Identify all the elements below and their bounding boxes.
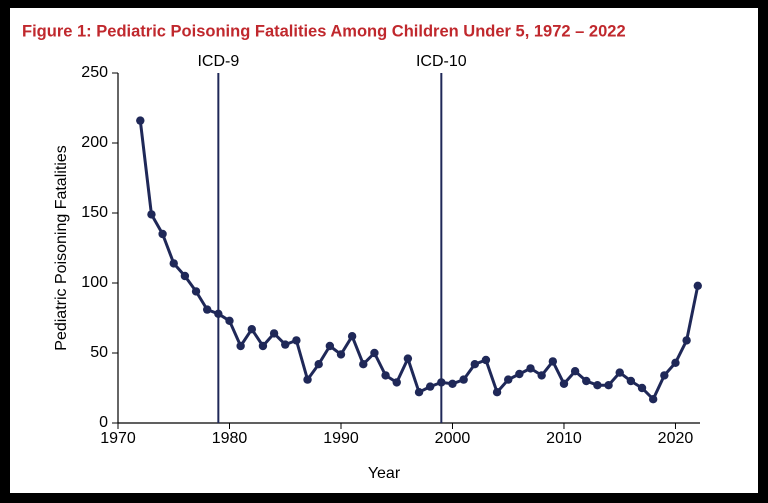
- data-point: [693, 281, 702, 290]
- data-point: [258, 341, 268, 351]
- data-point: [604, 381, 613, 390]
- data-point: [169, 259, 178, 268]
- chart-title: Figure 1: Pediatric Poisoning Fatalities…: [22, 22, 626, 40]
- data-point: [147, 210, 156, 219]
- data-point: [648, 395, 658, 404]
- data-point: [582, 376, 591, 386]
- data-point: [247, 325, 256, 334]
- data-point: [214, 309, 223, 318]
- data-point: [191, 287, 201, 296]
- data-point: [593, 381, 602, 390]
- y-tick-label: 50: [90, 344, 108, 361]
- x-tick-label: 1980: [212, 430, 248, 447]
- data-point: [336, 350, 346, 359]
- data-point: [481, 355, 491, 365]
- y-tick-label: 150: [81, 204, 108, 221]
- data-point: [448, 379, 457, 388]
- data-point: [492, 388, 502, 397]
- data-point: [537, 371, 546, 380]
- x-tick-label: 1970: [100, 430, 136, 447]
- data-point: [325, 341, 335, 351]
- data-point: [347, 332, 357, 341]
- data-point: [504, 375, 513, 384]
- data-point: [180, 271, 190, 281]
- chart-background: [10, 8, 758, 493]
- data-point: [225, 316, 234, 325]
- data-point: [392, 378, 401, 387]
- data-point: [425, 382, 435, 391]
- data-point: [236, 341, 245, 351]
- data-point: [626, 376, 636, 386]
- data-point: [414, 388, 424, 397]
- data-point: [682, 336, 691, 345]
- data-point: [370, 348, 379, 358]
- data-point: [381, 371, 390, 380]
- data-point: [515, 369, 524, 379]
- data-point: [292, 336, 301, 345]
- data-point: [202, 305, 212, 314]
- data-point: [303, 375, 312, 384]
- data-point: [470, 360, 479, 369]
- data-point: [403, 354, 413, 363]
- data-point: [269, 329, 279, 338]
- x-axis-label: Year: [368, 465, 401, 482]
- x-tick-label: 2000: [435, 430, 471, 447]
- x-tick-label: 1990: [323, 430, 359, 447]
- data-point: [559, 379, 569, 388]
- data-point: [158, 229, 167, 239]
- y-tick-label: 0: [99, 414, 108, 431]
- x-tick-label: 2020: [658, 430, 694, 447]
- y-tick-label: 100: [81, 274, 108, 291]
- annotation-label: ICD-10: [416, 53, 467, 70]
- annotation-label: ICD-9: [197, 53, 239, 70]
- y-axis-label: Pediatric Poisoning Fatalities: [53, 145, 70, 350]
- data-point: [359, 360, 368, 369]
- data-point: [615, 368, 624, 377]
- y-tick-label: 250: [81, 64, 108, 81]
- data-point: [281, 340, 290, 349]
- data-point: [570, 367, 580, 376]
- data-point: [526, 364, 535, 373]
- data-point: [671, 358, 680, 367]
- data-point: [437, 378, 446, 387]
- data-point: [459, 375, 468, 384]
- data-point: [548, 357, 558, 366]
- data-point: [314, 360, 323, 369]
- data-point: [637, 383, 647, 393]
- data-point: [136, 116, 145, 125]
- y-tick-label: 200: [81, 134, 108, 151]
- x-tick-label: 2010: [546, 430, 582, 447]
- data-point: [660, 371, 669, 380]
